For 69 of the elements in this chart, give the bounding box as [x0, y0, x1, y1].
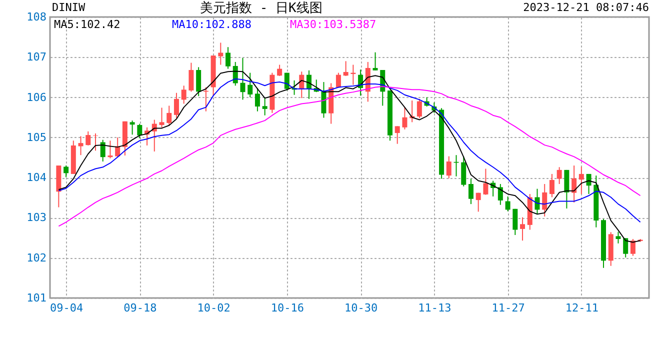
candlestick	[483, 168, 488, 196]
candlestick	[343, 60, 348, 77]
x-tick-label: 10-02	[197, 302, 230, 314]
candlestick	[549, 173, 554, 198]
candlestick	[520, 216, 526, 242]
candlestick	[86, 130, 91, 146]
candlestick	[476, 192, 481, 212]
candlestick	[78, 136, 84, 156]
candlestick	[372, 52, 378, 71]
candlestick	[572, 165, 577, 203]
candlestick	[196, 66, 202, 97]
text: MA10:102.888	[172, 18, 252, 31]
candlestick	[137, 123, 142, 139]
candlestick	[174, 92, 179, 119]
y-tick-label: 104	[26, 171, 47, 184]
chart-title: 美元指数 - 日K线图	[200, 0, 322, 16]
candlestick	[468, 178, 474, 205]
y-tick-label: 106	[26, 90, 46, 104]
candlestick	[64, 165, 69, 178]
candlestick	[92, 132, 98, 152]
candlestick	[416, 98, 422, 119]
candlestick	[188, 62, 194, 92]
candlestick	[556, 166, 562, 184]
candlestick	[461, 156, 466, 187]
candlestick	[512, 208, 518, 236]
y-tick-label: 108	[26, 10, 46, 24]
candlestick	[226, 46, 231, 70]
candlestick	[166, 105, 172, 126]
x-tick-label: 09-18	[124, 302, 157, 314]
candlestick	[505, 196, 510, 212]
x-tick-label: 12-11	[565, 302, 598, 314]
candlestick	[100, 139, 106, 162]
candlestick	[446, 156, 452, 179]
candlestick	[578, 166, 584, 195]
y-tick-label: 101	[26, 292, 46, 304]
text: MA30:103.5387	[290, 18, 376, 31]
x-tick-label: 11-27	[492, 302, 525, 314]
candlestick	[394, 126, 400, 144]
candlestick	[534, 188, 540, 216]
candlestick	[108, 140, 113, 159]
candlestick	[623, 238, 628, 258]
candlestick	[254, 88, 260, 112]
y-tick-label: 103	[26, 211, 46, 224]
candlestick	[262, 96, 268, 116]
candlestick	[277, 64, 282, 77]
y-tick-label: 102	[26, 251, 46, 264]
x-tick-label: 10-16	[270, 302, 304, 314]
candlestick	[240, 57, 246, 100]
candlestick	[402, 106, 408, 130]
y-tick-label: 105	[26, 130, 46, 144]
candlestick	[181, 85, 186, 104]
x-tick-label: 11-13	[418, 302, 452, 314]
candlestick	[616, 231, 621, 244]
candlestick	[542, 183, 548, 218]
candlestick	[130, 120, 135, 136]
text: DINIW	[52, 1, 86, 14]
y-tick-label: 107	[26, 50, 46, 64]
candlestick	[630, 238, 636, 256]
x-tick-label: 09-04	[50, 302, 84, 314]
candlestick	[498, 183, 503, 206]
candlestick	[248, 72, 253, 98]
text: 2023-12-21 08:07:46	[523, 1, 649, 14]
candlestick	[336, 72, 341, 88]
x-tick-label: 10-30	[344, 302, 378, 314]
candlestick	[218, 42, 224, 66]
candlestick	[564, 169, 570, 209]
candlestick	[321, 82, 326, 118]
text: MA5:102.42	[54, 18, 120, 31]
candlestick	[159, 107, 164, 128]
